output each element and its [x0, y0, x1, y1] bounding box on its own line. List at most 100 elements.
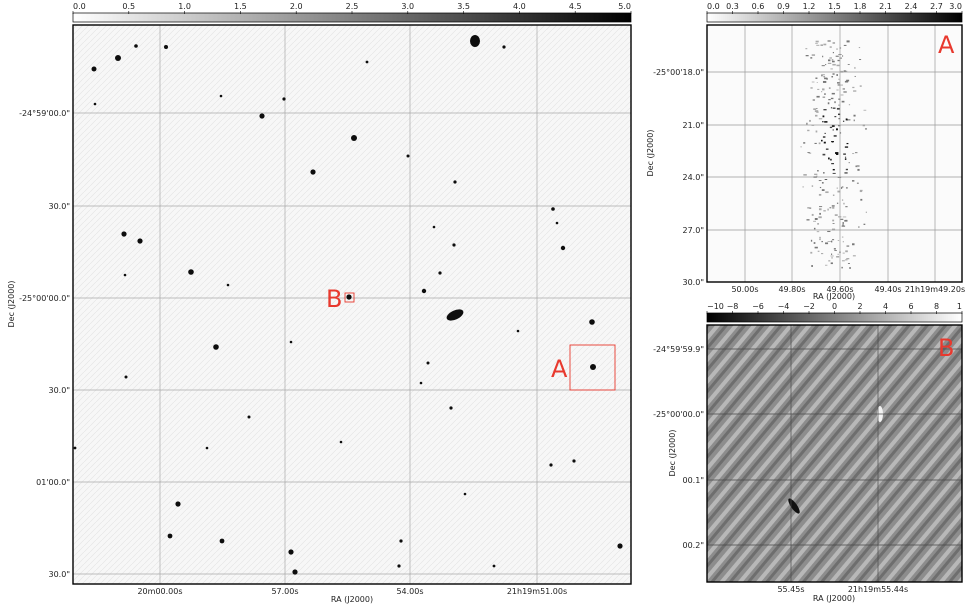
source-dot — [289, 340, 293, 344]
panel-b-label: B — [938, 334, 954, 362]
panel-a-speckle — [814, 110, 819, 113]
panel-a-speckle — [838, 125, 841, 127]
panel-a-speckle — [846, 245, 850, 247]
panel-a-colorbar: 0.0 0.3 0.6 0.9 1.2 1.5 1.8 2.1 2.4 2.7 3.0 — [706, 2, 963, 23]
panel-a-speckle — [829, 46, 832, 48]
panel-a-speckle — [822, 153, 826, 156]
panel-a-speckle — [810, 87, 813, 89]
panel-a-speckle — [844, 81, 849, 83]
panel-a-speckle — [832, 51, 834, 54]
marker-box-a — [569, 344, 616, 391]
source-dot — [292, 569, 298, 575]
main-colorbar-tick-label: 0.0 — [73, 2, 86, 11]
panel-a-image: 50.00s 49.80s 49.60s 49.40s 21h19m49.20s -25… — [646, 24, 965, 301]
source-dot — [406, 154, 410, 158]
panel-a-x-tick-label: 50.00s — [731, 285, 758, 294]
panel-a-speckle — [820, 44, 824, 47]
main-colorbar-tick-label: 3.0 — [401, 2, 414, 11]
main-colorbar-tick-label: 0.5 — [122, 2, 135, 11]
panel-a-speckle — [841, 236, 844, 238]
panel-a-speckle — [821, 65, 825, 67]
panel-b-colorbar-ticks: −10 −8 −6 −4 −2 0 2 4 6 8 1 — [706, 302, 963, 314]
main-x-tick-label: 57.00s — [271, 587, 298, 596]
panel-a-speckle — [828, 59, 831, 62]
panel-a-speckle — [858, 47, 861, 49]
panel-a-speckle — [854, 66, 856, 69]
panel-a-speckle — [821, 253, 824, 255]
source-dot — [134, 44, 138, 48]
panel-a-speckle — [845, 250, 848, 253]
panel-a-speckle — [843, 70, 846, 72]
panel-a-speckle — [834, 214, 838, 216]
panel-a-speckle — [832, 239, 835, 241]
panel-a-speckle — [816, 44, 820, 46]
panel-a-speckle — [836, 89, 839, 91]
panel-a-speckle — [814, 218, 818, 220]
panel-a-speckle — [831, 92, 835, 95]
panel-a-speckle — [832, 63, 836, 66]
source-dot — [421, 288, 427, 294]
panel-b-y-tick-label: 00.2" — [683, 541, 705, 550]
panel-a-speckle — [842, 55, 844, 57]
panel-a-speckle — [841, 186, 844, 188]
source-dot — [91, 66, 97, 72]
main-colorbar-tick-label: 2.5 — [346, 2, 359, 11]
panel-a-speckle — [810, 239, 813, 242]
panel-a-speckle — [817, 223, 820, 225]
panel-a-speckle — [830, 240, 833, 243]
panel-b-x-axis-label: RA (J2000) — [813, 594, 855, 603]
panel-a-speckle — [846, 142, 849, 145]
panel-a-speckle — [847, 64, 850, 65]
panel-a-source-pattern — [800, 40, 868, 269]
source-dot — [492, 564, 496, 568]
panel-a-speckle — [824, 179, 828, 180]
panel-a-speckle — [810, 251, 813, 254]
panel-a-speckle — [840, 187, 843, 189]
panel-a-speckle — [835, 128, 838, 131]
panel-a-speckle — [842, 216, 847, 218]
panel-b-colorbar-tick-label: 1 — [957, 302, 962, 311]
panel-a-speckle — [840, 218, 844, 220]
main-y-tick-label: 30.0" — [49, 386, 71, 395]
source-dot — [282, 97, 286, 101]
panel-a-speckle — [823, 109, 827, 111]
panel-a-speckle — [849, 266, 851, 269]
panel-a-speckle — [836, 48, 838, 50]
main-colorbar-tick-label: 1.0 — [178, 2, 191, 11]
source-dot — [551, 207, 555, 211]
panel-a-speckle — [828, 99, 831, 101]
panel-a-speckle — [825, 64, 827, 66]
panel-a-speckle — [822, 96, 826, 98]
panel-a-speckle — [856, 165, 860, 168]
panel-a-speckle — [860, 198, 863, 201]
panel-a-speckle — [841, 100, 845, 103]
panel-a-speckle — [800, 146, 802, 148]
source-dot — [219, 94, 223, 98]
panel-a-speckle — [854, 75, 856, 78]
panel-a-speckle — [822, 136, 826, 138]
source-dot — [115, 55, 121, 61]
panel-a-speckle — [817, 88, 820, 90]
panel-b-y-tick-label: 00.1" — [683, 476, 705, 485]
panel-a-speckle — [834, 101, 836, 104]
main-colorbar-tick-label: 3.5 — [457, 2, 470, 11]
main-colorbar-tick-label: 4.5 — [569, 2, 582, 11]
panel-a-speckle — [853, 90, 857, 92]
panel-b-colorbar-tick-label: −10 — [707, 302, 724, 311]
panel-a-speckle — [821, 74, 823, 77]
panel-a-speckle — [832, 206, 835, 209]
panel-a-frame — [706, 24, 963, 283]
panel-a-speckle — [819, 206, 823, 208]
main-y-tick-label: -25°00'00.0" — [19, 294, 70, 303]
panel-a-speckle — [814, 142, 817, 144]
panel-a-speckle — [818, 142, 821, 145]
main-image: 20m00.00s 57.00s 54.00s 21h19m51.00s -24°59… — [7, 24, 632, 604]
panel-b-colorbar-tick-label: 2 — [857, 302, 862, 311]
source-dot — [560, 245, 566, 251]
panel-a-speckle — [848, 104, 851, 106]
panel-a-speckle — [838, 118, 841, 120]
source-dot — [516, 329, 520, 333]
panel-a-speckle — [815, 77, 818, 79]
source-dot — [219, 538, 225, 544]
main-colorbar-tick-label: 1.5 — [234, 2, 247, 11]
